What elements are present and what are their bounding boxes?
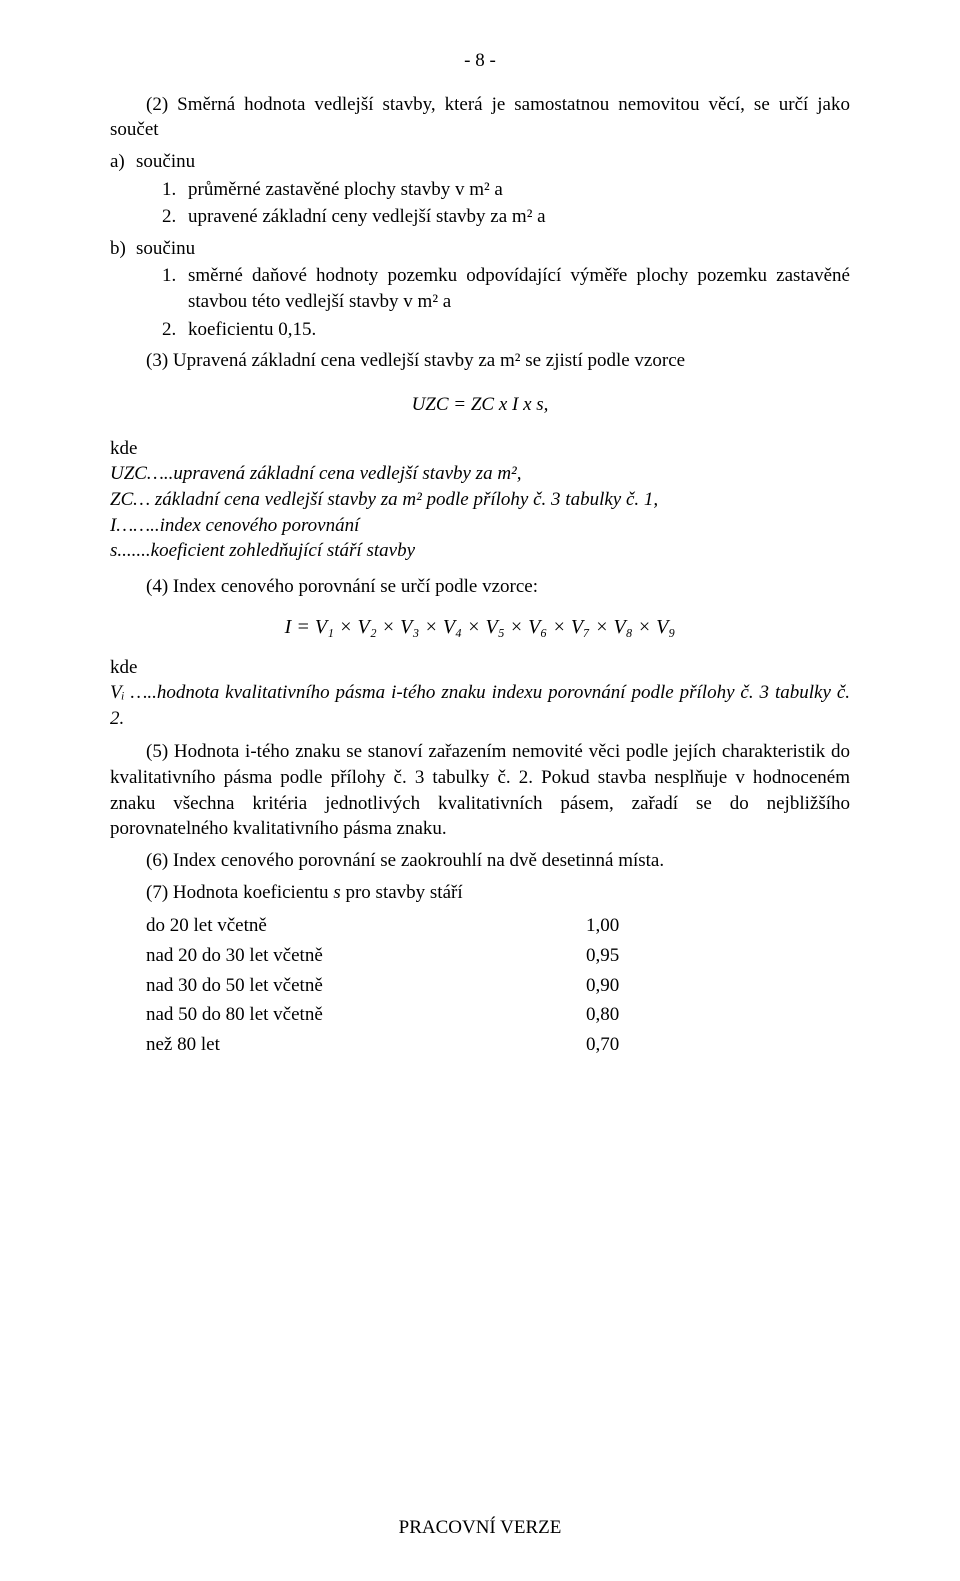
list-item: b) součinu xyxy=(110,236,850,262)
sublist-item-text: průměrné zastavěné plochy stavby v m² a xyxy=(188,177,850,203)
sublist-item-text: směrné daňové hodnoty pozemku odpovídají… xyxy=(188,263,850,314)
variable-text: I……..index cenového porovnání xyxy=(110,515,359,536)
age-label: do 20 let včetně xyxy=(146,911,566,941)
list-marker: a) xyxy=(110,149,136,175)
sublist: 1. směrné daňové hodnoty pozemku odpovíd… xyxy=(162,263,850,342)
table-row: nad 50 do 80 let včetně 0,80 xyxy=(146,1000,619,1030)
sublist-item: 2. koeficientu 0,15. xyxy=(162,317,850,343)
age-value: 0,95 xyxy=(566,941,619,971)
variable-vi: Vᵢ …..hodnota kvalitativního pásma i-téh… xyxy=(110,680,850,731)
sublist: 1. průměrné zastavěné plochy stavby v m²… xyxy=(162,177,850,230)
variable-text: s.......koeficient zohledňující stáří st… xyxy=(110,540,415,561)
list-a: a) součinu 1. průměrné zastavěné plochy … xyxy=(110,149,850,230)
paragraph-4: (4) Index cenového porovnání se určí pod… xyxy=(110,574,850,600)
footer-text: PRACOVNÍ VERZE xyxy=(0,1515,960,1541)
age-label: nad 20 do 30 let včetně xyxy=(146,941,566,971)
variable-s: s.......koeficient zohledňující stáří st… xyxy=(110,538,850,564)
paragraph-2-intro: (2) Směrná hodnota vedlejší stavby, kter… xyxy=(110,92,850,143)
variable-zc: ZC… základní cena vedlejší stavby za m² … xyxy=(110,487,850,513)
page-number: - 8 - xyxy=(110,48,850,74)
sublist-marker: 2. xyxy=(162,317,188,343)
sublist-item: 1. průměrné zastavěné plochy stavby v m²… xyxy=(162,177,850,203)
formula-index: I = V₁ × V₂ × V₃ × V₄ × V₅ × V₆ × V₇ × V… xyxy=(110,614,850,641)
list-item-text: součinu xyxy=(136,149,850,175)
age-value: 1,00 xyxy=(566,911,619,941)
kde-label-2: kde xyxy=(110,655,850,681)
sublist-marker: 2. xyxy=(162,204,188,230)
variable-text: Vᵢ …..hodnota kvalitativního pásma i-téh… xyxy=(110,682,850,729)
list-item: a) součinu xyxy=(110,149,850,175)
sublist-item-text: upravené základní ceny vedlejší stavby z… xyxy=(188,204,850,230)
sublist-item-text: koeficientu 0,15. xyxy=(188,317,850,343)
variable-uzc: UZC…..upravená základní cena vedlejší st… xyxy=(110,461,850,487)
sublist-marker: 1. xyxy=(162,263,188,314)
sublist-marker: 1. xyxy=(162,177,188,203)
list-item-text: součinu xyxy=(136,236,850,262)
table-row: nad 30 do 50 let včetně 0,90 xyxy=(146,971,619,1001)
variable-text: UZC…..upravená základní cena vedlejší st… xyxy=(110,463,522,484)
list-marker: b) xyxy=(110,236,136,262)
paragraph-5: (5) Hodnota i-tého znaku se stanoví zařa… xyxy=(110,739,850,842)
table-row: než 80 let 0,70 xyxy=(146,1030,619,1060)
kde-label: kde xyxy=(110,436,850,462)
variable-i: I……..index cenového porovnání xyxy=(110,513,850,539)
age-value: 0,80 xyxy=(566,1000,619,1030)
formula-uzc: UZC = ZC x I x s, xyxy=(110,392,850,418)
sublist-item: 1. směrné daňové hodnoty pozemku odpovíd… xyxy=(162,263,850,314)
page: - 8 - (2) Směrná hodnota vedlejší stavby… xyxy=(0,0,960,1581)
table-row: nad 20 do 30 let včetně 0,95 xyxy=(146,941,619,971)
age-label: nad 50 do 80 let včetně xyxy=(146,1000,566,1030)
age-value: 0,90 xyxy=(566,971,619,1001)
age-label: než 80 let xyxy=(146,1030,566,1060)
paragraph-7: (7) Hodnota koeficientu s pro stavby stá… xyxy=(110,880,850,906)
list-b: b) součinu 1. směrné daňové hodnoty poze… xyxy=(110,236,850,343)
age-label: nad 30 do 50 let včetně xyxy=(146,971,566,1001)
paragraph-6: (6) Index cenového porovnání se zaokrouh… xyxy=(110,848,850,874)
table-row: do 20 let včetně 1,00 xyxy=(146,911,619,941)
age-value: 0,70 xyxy=(566,1030,619,1060)
paragraph-3: (3) Upravená základní cena vedlejší stav… xyxy=(110,348,850,374)
variable-text: ZC… základní cena vedlejší stavby za m² … xyxy=(110,489,658,510)
age-coefficient-table: do 20 let včetně 1,00 nad 20 do 30 let v… xyxy=(146,911,619,1059)
sublist-item: 2. upravené základní ceny vedlejší stavb… xyxy=(162,204,850,230)
